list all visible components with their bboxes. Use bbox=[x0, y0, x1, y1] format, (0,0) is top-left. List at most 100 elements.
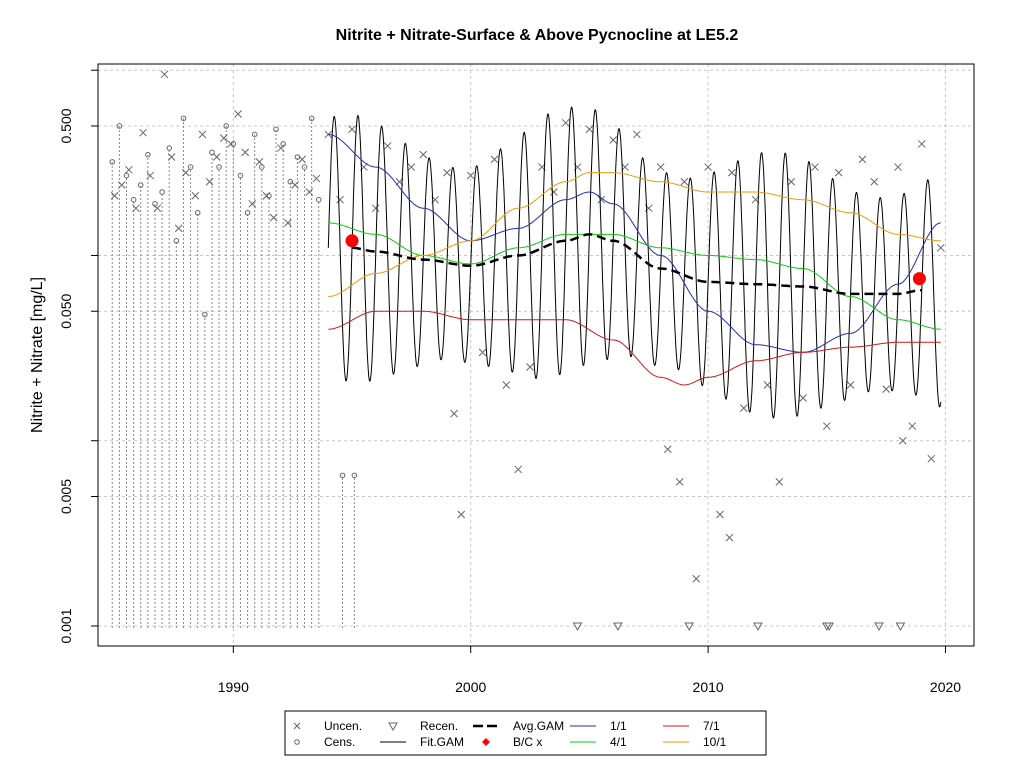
uncensored-point bbox=[692, 574, 701, 583]
uncensored-point bbox=[739, 404, 748, 412]
legend-label: Fit.GAM bbox=[420, 735, 464, 749]
y-axis-label: Nitrite + Nitrate [mg/L] bbox=[29, 277, 46, 433]
uncensored-point bbox=[336, 195, 344, 204]
uncensored-point bbox=[383, 142, 392, 150]
censored-point bbox=[202, 311, 208, 318]
uncensored-point bbox=[181, 168, 190, 177]
censored-point bbox=[109, 159, 116, 165]
uncensored-point bbox=[248, 199, 257, 208]
legend-label: 1/1 bbox=[610, 719, 627, 733]
uncensored-point bbox=[633, 130, 641, 139]
uncensored-point bbox=[490, 155, 499, 164]
y-tick-label: 0.005 bbox=[58, 479, 74, 514]
uncensored-point bbox=[348, 125, 356, 134]
uncensored-point bbox=[656, 163, 665, 171]
legend-label: Avg.GAM bbox=[513, 719, 564, 733]
censored-point bbox=[145, 151, 151, 158]
recensored-point bbox=[572, 622, 583, 632]
uncensored-point bbox=[132, 204, 140, 213]
uncensored-point bbox=[917, 140, 926, 148]
uncensored-point bbox=[894, 163, 902, 171]
uncensored-point bbox=[775, 477, 784, 486]
uncensored-point bbox=[908, 422, 917, 430]
uncensored-point bbox=[174, 224, 183, 233]
uncensored-point bbox=[680, 177, 689, 186]
censored-point bbox=[137, 182, 144, 188]
recensored-point bbox=[753, 622, 763, 632]
series-line-1-1 bbox=[328, 133, 941, 353]
x-tick-label: 2000 bbox=[455, 679, 486, 695]
y-tick-label: 0.050 bbox=[58, 294, 74, 329]
uncensored-point bbox=[198, 130, 207, 139]
censored-point bbox=[180, 115, 187, 122]
recensored-point bbox=[895, 622, 906, 632]
legend-label: 4/1 bbox=[610, 735, 627, 749]
censored-point bbox=[116, 123, 123, 129]
censored-point bbox=[251, 131, 258, 138]
uncensored-point bbox=[291, 181, 299, 189]
legend-symbol-recensored bbox=[388, 722, 398, 732]
uncensored-point bbox=[502, 381, 511, 389]
recensored-point bbox=[874, 622, 884, 632]
avg-gam-line bbox=[352, 233, 922, 296]
uncensored-point bbox=[167, 153, 176, 161]
uncensored-point bbox=[609, 136, 618, 144]
uncensored-point bbox=[787, 177, 796, 186]
legend-label: 7/1 bbox=[703, 719, 720, 733]
censored-point bbox=[216, 164, 222, 170]
recensored-point bbox=[613, 622, 623, 632]
uncensored-point bbox=[117, 181, 126, 189]
chart-title: Nitrite + Nitrate-Surface & Above Pycnoc… bbox=[336, 27, 739, 44]
uncensored-point bbox=[927, 454, 936, 463]
uncensored-point bbox=[663, 445, 672, 454]
uncensored-point bbox=[227, 140, 235, 148]
uncensored-point bbox=[276, 144, 285, 152]
legend-label: Recen. bbox=[420, 719, 458, 733]
uncensored-point bbox=[419, 150, 428, 159]
plot-frame bbox=[97, 63, 975, 647]
uncensored-point bbox=[146, 171, 155, 180]
censored-point bbox=[351, 472, 358, 479]
uncensored-point bbox=[936, 243, 945, 252]
fit-gam-line bbox=[327, 106, 942, 419]
censored-point bbox=[194, 209, 201, 216]
uncensored-point bbox=[305, 188, 314, 196]
legend-label: 10/1 bbox=[703, 735, 727, 749]
series-line-7-1 bbox=[328, 310, 941, 386]
censored-point bbox=[315, 196, 322, 203]
uncensored-point bbox=[799, 394, 807, 402]
censored-point bbox=[273, 126, 279, 133]
uncensored-point bbox=[763, 381, 772, 389]
uncensored-point bbox=[298, 155, 307, 164]
legend-symbol-uncensored bbox=[293, 722, 301, 730]
censored-point bbox=[308, 115, 315, 122]
uncensored-point bbox=[466, 171, 475, 180]
uncensored-point bbox=[212, 153, 221, 161]
legend: Uncen. Cens. Recen. Fit.GAM Avg.GAM B/C x 1/1 4… bbox=[284, 710, 767, 756]
baseline-current-point bbox=[345, 234, 359, 248]
censored-point bbox=[287, 178, 294, 185]
uncensored-point bbox=[205, 177, 214, 186]
legend-box bbox=[284, 710, 767, 756]
legend-label: B/C x bbox=[513, 735, 542, 749]
uncensored-point bbox=[312, 174, 321, 183]
uncensored-point bbox=[450, 409, 458, 418]
uncensored-point bbox=[160, 70, 169, 79]
uncensored-point bbox=[858, 155, 867, 164]
uncensored-point bbox=[675, 477, 684, 486]
series-line-10-1 bbox=[328, 172, 941, 298]
baseline-current-point bbox=[912, 272, 926, 286]
uncensored-point bbox=[811, 163, 819, 171]
censored-point bbox=[209, 149, 215, 156]
uncensored-point bbox=[191, 191, 200, 200]
uncensored-point bbox=[822, 422, 831, 430]
uncensored-point bbox=[284, 218, 292, 227]
censored-point bbox=[166, 145, 173, 151]
censored-point bbox=[123, 172, 130, 179]
recensored-point bbox=[824, 622, 835, 632]
uncensored-point bbox=[846, 381, 855, 389]
uncensored-point bbox=[457, 510, 466, 519]
uncensored-point bbox=[241, 148, 250, 157]
uncensored-point bbox=[234, 110, 242, 118]
uncensored-point bbox=[269, 213, 278, 222]
